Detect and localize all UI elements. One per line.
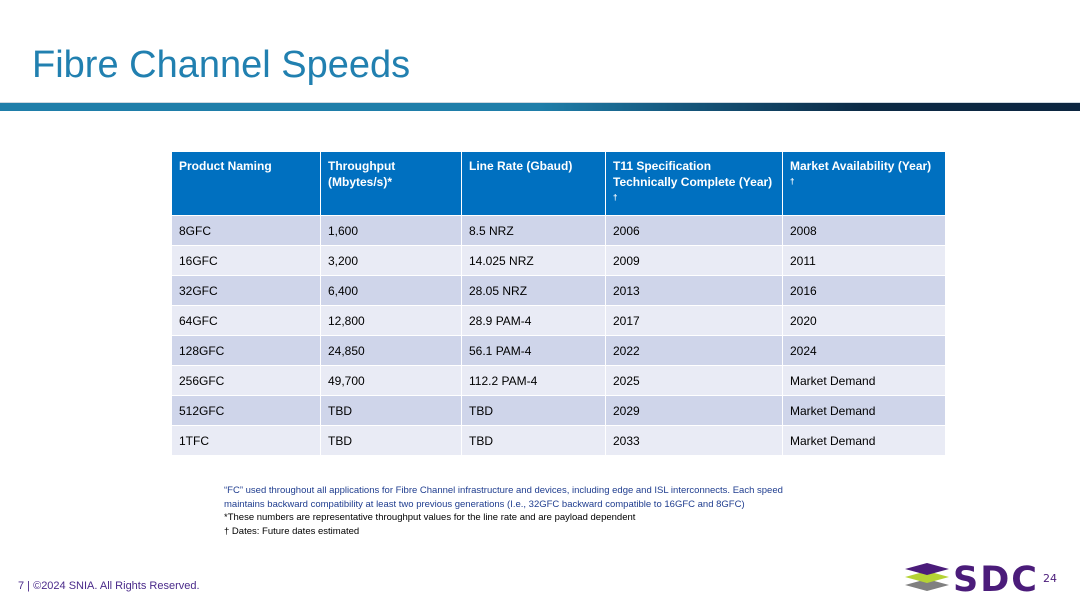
cell-line-rate: 112.2 PAM-4 — [461, 365, 606, 396]
slide-title: Fibre Channel Speeds — [32, 44, 411, 86]
cell-product: 1TFC — [171, 425, 321, 456]
cell-market-year: 2008 — [782, 215, 946, 246]
sdc-logo: SDC 24 — [905, 560, 1057, 596]
footnote-dates: † Dates: Future dates estimated — [224, 525, 360, 537]
cell-market-year: 2011 — [782, 245, 946, 276]
header-line-rate: Line Rate (Gbaud) — [461, 151, 606, 216]
cell-product: 16GFC — [171, 245, 321, 276]
header-product-naming: Product Naming — [171, 151, 321, 216]
cell-spec-year: 2022 — [605, 335, 783, 366]
cell-line-rate: 14.025 NRZ — [461, 245, 606, 276]
footnote-fc-usage: “FC” used throughout all applications fo… — [224, 485, 783, 496]
cell-throughput: 1,600 — [320, 215, 462, 246]
table-row: 512GFC TBD TBD 2029 Market Demand — [171, 395, 946, 426]
cell-product: 32GFC — [171, 275, 321, 306]
svg-text:SDC: SDC — [953, 560, 1039, 596]
cell-line-rate: 56.1 PAM-4 — [461, 335, 606, 366]
table-row: 16GFC 3,200 14.025 NRZ 2009 2011 — [171, 245, 946, 276]
cell-market-year: Market Demand — [782, 365, 946, 396]
cell-throughput: 12,800 — [320, 305, 462, 336]
cell-product: 8GFC — [171, 215, 321, 246]
cell-line-rate: 28.9 PAM-4 — [461, 305, 606, 336]
cell-line-rate: 28.05 NRZ — [461, 275, 606, 306]
cell-spec-year: 2009 — [605, 245, 783, 276]
cell-throughput: 24,850 — [320, 335, 462, 366]
table-row: 8GFC 1,600 8.5 NRZ 2006 2008 — [171, 215, 946, 246]
footnote-compatibility: maintains backward compatibility at leas… — [224, 498, 745, 510]
footnote-throughput: *These numbers are representative throug… — [224, 512, 636, 523]
footer-copyright: 7 | ©2024 SNIA. All Rights Reserved. — [18, 580, 200, 592]
cell-market-year: Market Demand — [782, 395, 946, 426]
header-t11-spec: T11 Specification Technically Complete (… — [605, 151, 783, 216]
cell-throughput: 49,700 — [320, 365, 462, 396]
cell-market-year: 2016 — [782, 275, 946, 306]
cell-spec-year: 2029 — [605, 395, 783, 426]
table-row: 32GFC 6,400 28.05 NRZ 2013 2016 — [171, 275, 946, 306]
table-row: 64GFC 12,800 28.9 PAM-4 2017 2020 — [171, 305, 946, 336]
table-row: 128GFC 24,850 56.1 PAM-4 2022 2024 — [171, 335, 946, 366]
cell-spec-year: 2006 — [605, 215, 783, 246]
cell-line-rate: TBD — [461, 425, 606, 456]
cell-throughput: 6,400 — [320, 275, 462, 306]
header-throughput: Throughput (Mbytes/s)* — [320, 151, 462, 216]
cell-line-rate: TBD — [461, 395, 606, 426]
cell-market-year: 2020 — [782, 305, 946, 336]
speeds-table: Product Naming Throughput (Mbytes/s)* Lin… — [171, 151, 946, 456]
cell-market-year: 2024 — [782, 335, 946, 366]
cell-product: 256GFC — [171, 365, 321, 396]
cell-spec-year: 2033 — [605, 425, 783, 456]
cell-spec-year: 2013 — [605, 275, 783, 306]
cell-market-year: Market Demand — [782, 425, 946, 456]
footnotes: “FC” used throughout all applications fo… — [224, 484, 783, 538]
cell-line-rate: 8.5 NRZ — [461, 215, 606, 246]
cell-throughput: 3,200 — [320, 245, 462, 276]
cell-product: 512GFC — [171, 395, 321, 426]
cell-spec-year: 2017 — [605, 305, 783, 336]
title-divider-bar — [0, 102, 1080, 111]
header-market-availability: Market Availability (Year) † — [782, 151, 946, 216]
cell-throughput: TBD — [320, 395, 462, 426]
table-row: 256GFC 49,700 112.2 PAM-4 2025 Market Demand — [171, 365, 946, 396]
cell-product: 128GFC — [171, 335, 321, 366]
table-row: 1TFC TBD TBD 2033 Market Demand — [171, 425, 946, 456]
svg-text:24: 24 — [1043, 572, 1057, 585]
cell-product: 64GFC — [171, 305, 321, 336]
cell-throughput: TBD — [320, 425, 462, 456]
cell-spec-year: 2025 — [605, 365, 783, 396]
table-header-row: Product Naming Throughput (Mbytes/s)* Lin… — [171, 151, 946, 216]
